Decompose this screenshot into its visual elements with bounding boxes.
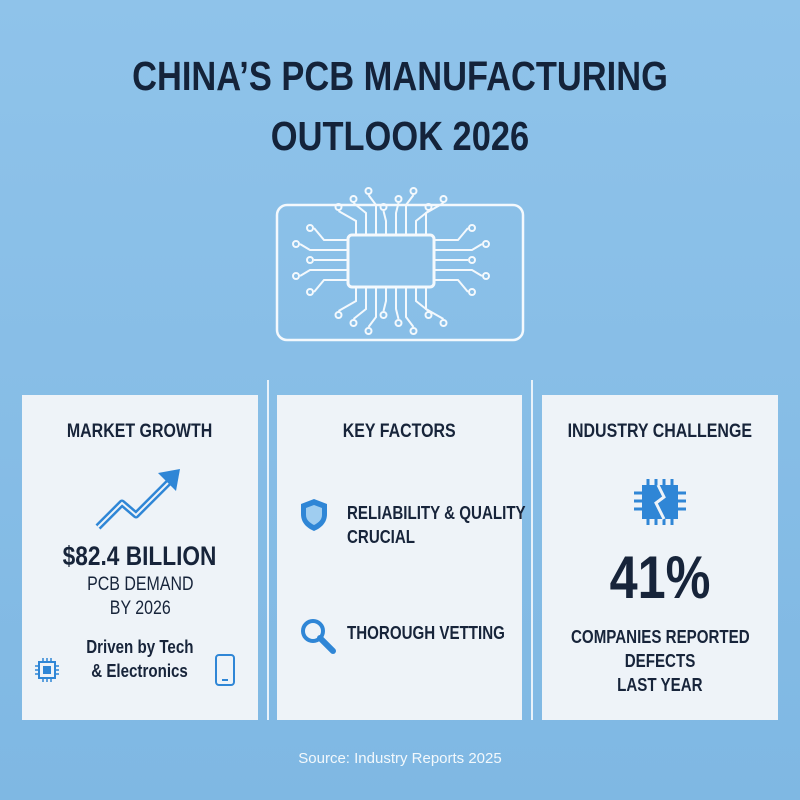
trace — [367, 287, 377, 328]
trace — [382, 287, 387, 312]
trace — [306, 224, 314, 232]
panel-key-factors: KEY FACTORS RELIABILITY & QUALITY CRUCIA… — [277, 395, 526, 720]
trace — [379, 203, 388, 211]
trace — [425, 287, 444, 320]
trace — [306, 288, 314, 296]
trace — [364, 327, 373, 335]
trace — [405, 287, 415, 328]
trace — [367, 194, 377, 235]
trace — [434, 279, 469, 293]
trace — [468, 224, 476, 232]
trace — [439, 195, 448, 203]
description-line: BY 2026 — [109, 598, 171, 619]
stat: 41% — [609, 544, 711, 611]
trace — [439, 319, 448, 327]
trace — [334, 311, 343, 319]
factor-line: RELIABILITY & QUALITY — [347, 503, 526, 523]
title: CHINA’S PCB MANUFACTURING OUTLOOK 2026 — [64, 46, 736, 166]
trace — [424, 203, 433, 211]
shield-icon — [301, 499, 327, 531]
description-line: LAST YEAR — [617, 675, 703, 695]
phone-icon — [215, 654, 235, 686]
panel-market-growth: MARKET GROWTH $82.4 BILLION PCB DEMAND B… — [22, 395, 258, 720]
trace — [313, 279, 348, 293]
trace — [352, 202, 367, 235]
description-line: DEFECTS — [624, 651, 696, 671]
trace — [313, 227, 348, 241]
trace — [292, 272, 300, 280]
trace — [299, 243, 348, 251]
trace — [409, 327, 418, 335]
trace — [382, 210, 387, 235]
chip — [346, 233, 436, 289]
trace — [468, 256, 476, 264]
trace — [434, 269, 483, 277]
trace — [292, 240, 300, 248]
panel-industry-challenge: INDUSTRY CHALLENGE 41% COMPANIES REPORTE… — [542, 395, 778, 720]
separator — [531, 380, 533, 720]
factor-line: THOROUGH VETTING — [347, 623, 505, 643]
trace — [405, 194, 415, 235]
panel-heading: MARKET GROWTH — [67, 421, 213, 442]
broken-chip-icon — [634, 479, 686, 525]
description-line: COMPANIES REPORTED — [570, 627, 750, 647]
trace — [352, 287, 367, 320]
note-line: & Electronics — [91, 661, 189, 681]
title-line: CHINA’S PCB MANUFACTURING — [132, 53, 668, 99]
trace — [424, 311, 433, 319]
trace — [299, 269, 348, 277]
traces — [292, 187, 490, 335]
trace — [482, 272, 490, 280]
note-line: Driven by Tech — [86, 637, 194, 657]
separator — [267, 380, 269, 720]
chip-illustration — [275, 187, 525, 342]
trace — [395, 287, 400, 320]
trace — [415, 210, 430, 235]
board — [275, 203, 525, 342]
factor-line: CRUCIAL — [347, 527, 416, 547]
panel-heading: KEY FACTORS — [343, 421, 456, 442]
trend-icon — [95, 469, 180, 530]
title-line: OUTLOOK 2026 — [270, 113, 530, 159]
trace — [415, 287, 430, 312]
trace — [338, 287, 357, 312]
panel-heading: INDUSTRY CHALLENGE — [567, 421, 753, 442]
magnifier-icon — [301, 619, 336, 654]
trace — [434, 243, 483, 251]
source: Source: Industry Reports 2025 — [298, 750, 502, 767]
trace — [468, 288, 476, 296]
trace — [409, 187, 418, 195]
description-line: PCB DEMAND — [86, 574, 194, 595]
chip-icon — [35, 658, 59, 682]
trace — [364, 187, 373, 195]
trace — [394, 319, 403, 327]
trace — [434, 227, 469, 241]
trace — [349, 195, 358, 203]
trace — [334, 203, 343, 211]
trace — [395, 202, 400, 235]
trace — [379, 311, 388, 319]
trace — [425, 202, 444, 235]
stat: $82.4 BILLION — [63, 541, 217, 571]
trace — [349, 319, 358, 327]
trace — [482, 240, 490, 248]
trace — [394, 195, 403, 203]
trace — [306, 256, 314, 264]
trace — [338, 210, 357, 235]
